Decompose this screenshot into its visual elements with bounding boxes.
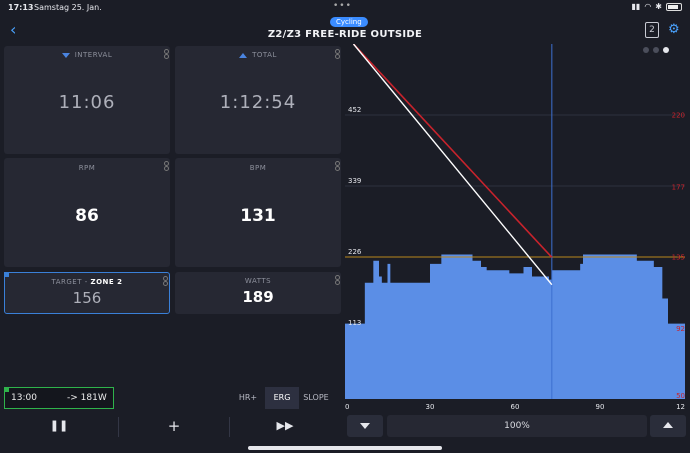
x-tick-2: 60 <box>511 403 520 410</box>
mode-hr-plus[interactable]: HR+ <box>238 393 258 402</box>
tile-options-icon[interactable] <box>335 161 340 171</box>
rpm-label: RPM <box>78 164 96 172</box>
sport-badge: Cycling <box>330 17 368 27</box>
target-zone: ZONE 2 <box>90 278 123 286</box>
bpm-value: 131 <box>240 206 276 226</box>
page-dot-3[interactable] <box>663 47 669 53</box>
workout-title: Z2/Z3 FREE-RIDE OUTSIDE <box>267 29 423 40</box>
bpm-label: BPM <box>249 164 267 172</box>
y-right-tick-0: 220 <box>672 112 685 120</box>
next-step-target: -> 181W <box>67 393 107 403</box>
home-indicator[interactable] <box>248 446 442 450</box>
add-button[interactable]: + <box>119 413 229 439</box>
count-down-icon <box>61 52 70 58</box>
plus-icon: + <box>167 417 181 435</box>
x-tick-1: 30 <box>426 403 435 410</box>
watts-tile[interactable]: WATTS 189 <box>175 272 341 314</box>
triangle-up-icon <box>663 422 673 428</box>
page-dot-1[interactable] <box>643 47 649 53</box>
count-up-icon <box>239 52 248 58</box>
interval-label: INTERVAL <box>74 51 113 59</box>
mode-slope[interactable]: SLOPE <box>303 393 329 402</box>
rpm-tile[interactable]: RPM 86 <box>4 158 170 267</box>
wifi-icon: ◠ <box>644 2 652 11</box>
workout-chart[interactable]: 452 339 226 113 220 177 135 92 50 0 30 60 90 12 <box>345 44 690 410</box>
total-value: 1:12:54 <box>219 92 297 113</box>
watts-value: 189 <box>242 288 274 306</box>
playback-controls: ❚❚ + ▶▶ <box>0 413 345 439</box>
tile-options-icon[interactable] <box>164 49 169 59</box>
y-right-tick-1: 177 <box>672 183 685 191</box>
status-date: Samstag 25. Jan. <box>34 3 102 12</box>
y-left-tick-0: 452 <box>348 106 361 114</box>
status-bar: 17:13 Samstag 25. Jan. ••• ▮▮ ◠ ✱ <box>0 0 690 14</box>
heart-rate-line <box>352 44 553 258</box>
triangle-down-icon <box>360 423 370 429</box>
y-right-tick-4: 50 <box>676 392 685 400</box>
settings-gear-icon[interactable]: ⚙ <box>668 22 680 37</box>
watts-label: WATTS <box>244 277 272 285</box>
x-tick-4: 12 <box>676 403 685 410</box>
next-step-time: 13:00 <box>11 393 37 403</box>
lap-counter-button[interactable]: 2 <box>645 22 659 38</box>
y-left-tick-1: 339 <box>348 177 361 185</box>
fast-forward-icon: ▶▶ <box>276 419 294 432</box>
y-right-tick-2: 135 <box>672 253 685 261</box>
selected-corner-marker <box>4 272 9 277</box>
bluetooth-icon: ✱ <box>655 2 662 11</box>
skip-button[interactable]: ▶▶ <box>230 413 340 439</box>
rpm-value: 86 <box>75 206 99 226</box>
watts-line <box>352 44 553 286</box>
interval-value: 11:06 <box>58 92 116 113</box>
signal-icon: ▮▮ <box>631 2 641 11</box>
bpm-tile[interactable]: BPM 131 <box>175 158 341 267</box>
next-step-corner-marker <box>4 387 9 392</box>
target-tile[interactable]: TARGET - ZONE 2 156 <box>4 272 170 314</box>
pause-icon: ❚❚ <box>49 419 69 432</box>
total-label: TOTAL <box>252 51 277 59</box>
mode-selector: HR+ ERG SLOPE <box>231 387 333 409</box>
back-chevron-icon[interactable]: ‹ <box>10 20 17 39</box>
tile-options-icon[interactable] <box>164 161 169 171</box>
total-tile[interactable]: TOTAL 1:12:54 <box>175 46 341 154</box>
zoom-bar: 100% <box>345 413 690 439</box>
page-dot-2[interactable] <box>653 47 659 53</box>
target-value: 156 <box>72 289 102 307</box>
multitask-dots-icon[interactable]: ••• <box>333 1 352 11</box>
mode-erg[interactable]: ERG <box>265 387 299 409</box>
zoom-down-button[interactable] <box>347 415 383 437</box>
interval-tile[interactable]: INTERVAL 11:06 <box>4 46 170 154</box>
status-time: 17:13 <box>8 3 34 12</box>
tile-options-icon[interactable] <box>163 276 168 286</box>
zoom-up-button[interactable] <box>650 415 686 437</box>
tile-options-icon[interactable] <box>335 275 340 285</box>
power-area-series <box>345 254 685 399</box>
pause-button[interactable]: ❚❚ <box>0 413 118 439</box>
target-label: TARGET <box>51 278 83 286</box>
x-tick-0: 0 <box>345 403 349 410</box>
x-tick-3: 90 <box>596 403 605 410</box>
y-left-tick-2: 226 <box>348 248 362 256</box>
next-step-box[interactable]: 13:00 -> 181W <box>4 387 114 409</box>
tile-options-icon[interactable] <box>335 49 340 59</box>
battery-icon <box>666 2 682 11</box>
axis-labels: 452 339 226 113 220 177 135 92 50 0 30 60 90 12 <box>345 106 685 410</box>
y-right-tick-3: 92 <box>676 325 685 333</box>
zoom-level: 100% <box>387 415 647 437</box>
y-left-tick-3: 113 <box>348 319 361 327</box>
app-header: ‹ Cycling Z2/Z3 FREE-RIDE OUTSIDE 2 ⚙ <box>0 14 690 44</box>
